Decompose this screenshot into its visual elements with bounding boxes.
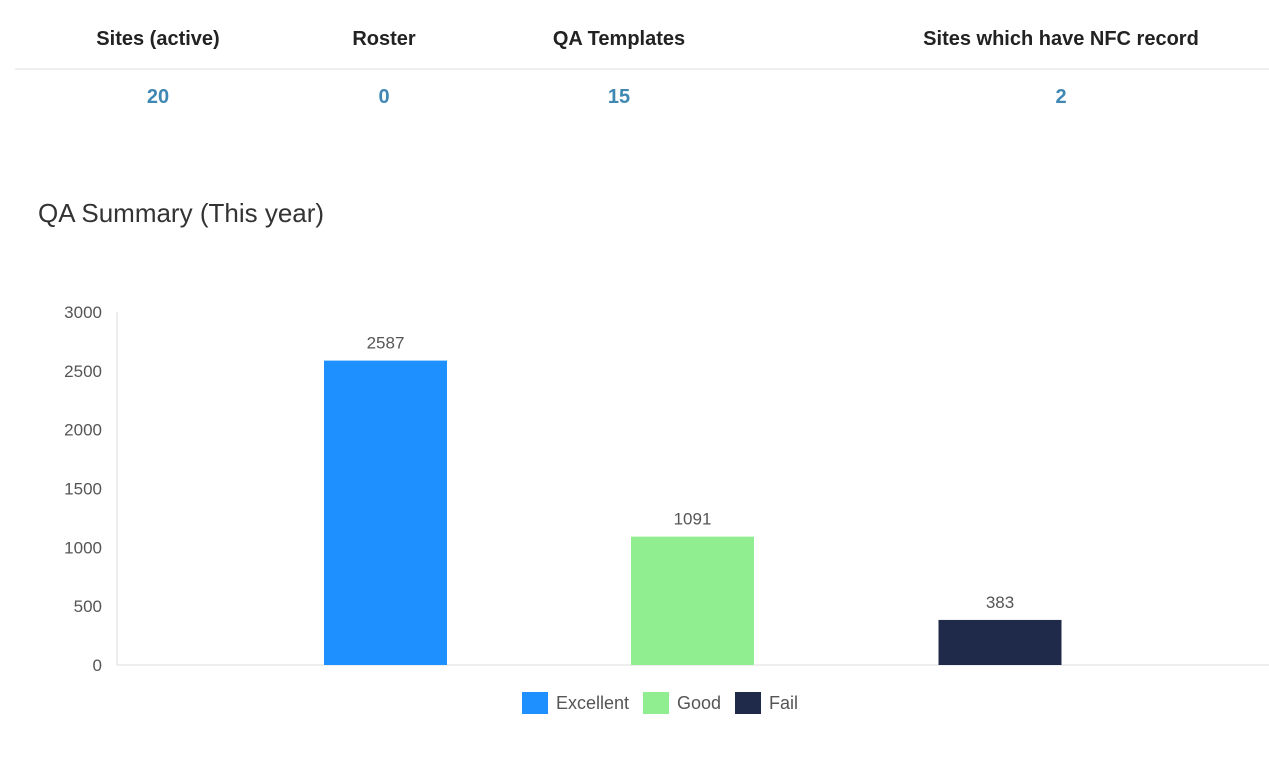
legend-label: Fail [769,692,799,713]
stat-label-nfc-sites: Sites which have NFC record [923,28,1199,50]
bar-fail [938,619,1062,665]
y-tick-label: 2500 [64,362,102,381]
data-label-good: 1091 [674,510,712,529]
qa-summary-title: QA Summary (This year) [38,198,325,228]
legend-item-good[interactable]: Good [642,692,722,714]
y-tick-label: 0 [93,656,102,675]
stat-value-sites-active[interactable]: 20 [146,86,170,108]
data-label-fail: 383 [986,593,1014,612]
y-tick-label: 1000 [64,538,102,557]
stat-label-qa-templates: QA Templates [552,28,686,50]
stat-value-qa-templates[interactable]: 15 [607,86,631,108]
bar-good [631,536,754,665]
stats-panel: Sites (active) Roster QA Templates Sites… [15,0,1269,120]
legend-item-excellent[interactable]: Excellent [521,692,629,714]
stat-value-roster[interactable]: 0 [378,86,390,108]
data-label-excellent: 2587 [367,334,405,353]
legend-swatch [521,692,548,714]
y-tick-label: 3000 [64,303,102,322]
qa-summary-chart: 0 500 1000 1500 2000 2500 3000 2587 1091 383 [64,303,1269,675]
stat-label-roster: Roster [352,28,416,50]
stats-header-row [15,0,1269,70]
y-tick-label: 2000 [64,421,102,440]
y-tick-label: 1500 [64,480,102,499]
legend-item-fail[interactable]: Fail [735,692,798,714]
chart-legend: Excellent Good Fail [0,692,1269,714]
y-tick-label: 500 [74,597,102,616]
stat-label-sites-active: Sites (active) [96,28,220,50]
stat-value-nfc-sites[interactable]: 2 [1055,86,1067,108]
legend-swatch [735,692,762,714]
bar-excellent [324,360,447,665]
legend-swatch [642,692,669,714]
legend-label: Good [676,692,722,713]
legend-label: Excellent [555,692,629,713]
